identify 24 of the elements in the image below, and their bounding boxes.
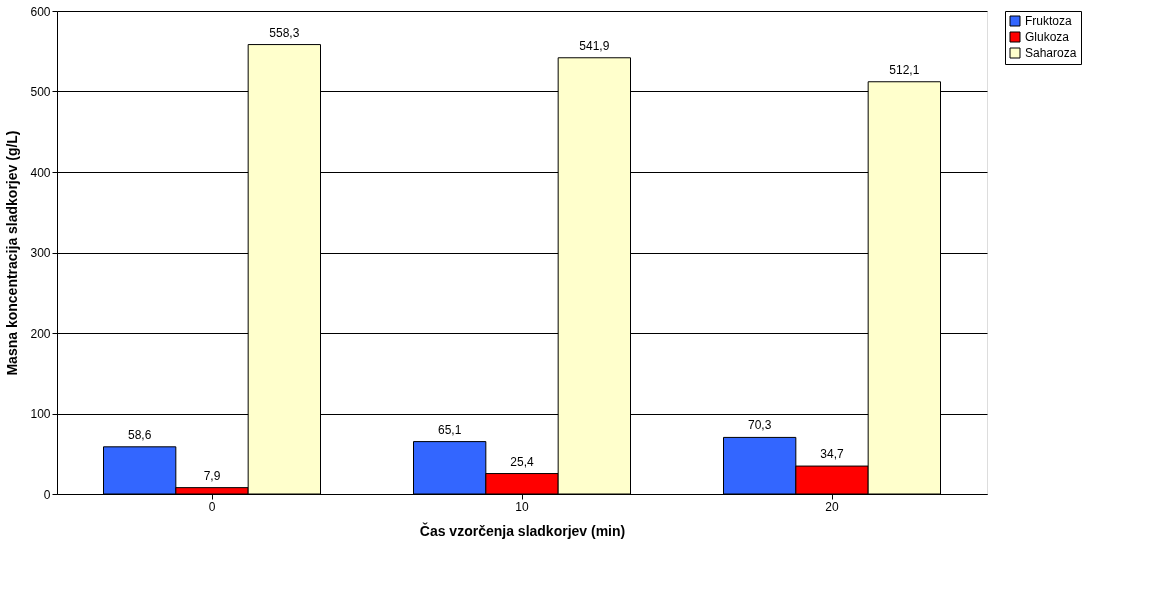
legend-label: Saharoza xyxy=(1025,46,1077,60)
data-label: 512,1 xyxy=(889,62,920,77)
x-tick-label: 20 xyxy=(825,499,839,514)
x-tick-label: 10 xyxy=(515,499,529,514)
data-label: 558,3 xyxy=(269,25,300,40)
data-label: 58,6 xyxy=(127,427,152,442)
legend-label: Glukoza xyxy=(1025,30,1070,44)
y-tick-label: 0 xyxy=(43,487,51,502)
x-tick-label: 0 xyxy=(208,499,216,514)
data-label: 7,9 xyxy=(203,468,221,483)
x-axis-title: Čas vzorčenja sladkorjev (min) xyxy=(419,521,626,539)
data-label: 34,7 xyxy=(820,447,844,462)
y-tick-label: 400 xyxy=(30,165,51,180)
data-label: 25,4 xyxy=(510,454,534,469)
legend-label: Fruktoza xyxy=(1025,14,1073,28)
y-tick-label: 200 xyxy=(30,326,51,341)
data-label: 65,1 xyxy=(437,422,462,437)
y-tick-label: 500 xyxy=(30,85,51,99)
y-tick-label: 100 xyxy=(30,407,51,421)
y-axis-title: Masna koncentracija sladkorjev (g/L) xyxy=(4,130,21,376)
data-label: 70,3 xyxy=(747,418,772,433)
y-tick-label: 600 xyxy=(30,4,51,19)
y-tick-label: 300 xyxy=(30,246,51,260)
data-label: 541,9 xyxy=(579,38,610,53)
